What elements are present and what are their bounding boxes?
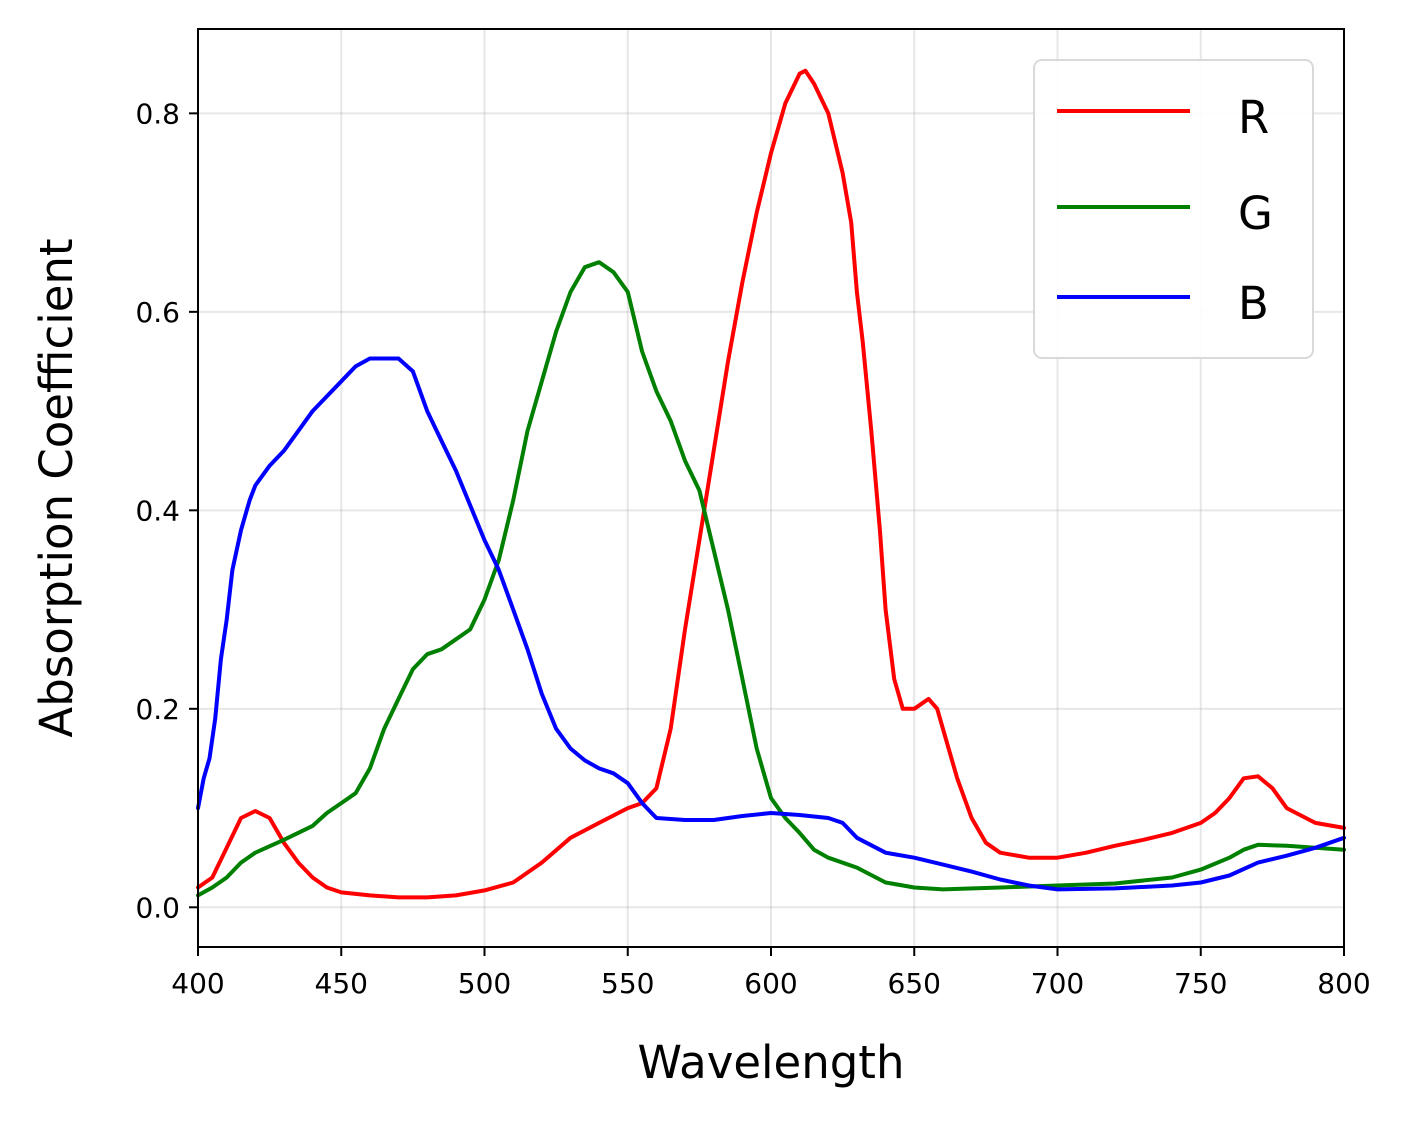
legend-label-r: R <box>1238 91 1269 144</box>
y-axis-label: Absorption Coefficient <box>30 238 83 737</box>
y-tick-label-1: 0.2 <box>135 693 180 726</box>
series-line-b <box>196 356 1346 892</box>
legend-label-b: B <box>1238 277 1269 330</box>
x-tick-label-1: 450 <box>315 967 368 1000</box>
legend: R G B <box>1033 59 1314 359</box>
x-tick-label-2: 500 <box>458 967 511 1000</box>
y-tick-label-4: 0.8 <box>135 97 180 130</box>
legend-label-g: G <box>1238 187 1273 240</box>
y-tick-label-0: 0.0 <box>135 891 180 924</box>
x-tick-label-6: 700 <box>1031 967 1084 1000</box>
x-tick-label-4: 600 <box>744 967 797 1000</box>
x-tick-label-7: 750 <box>1174 967 1227 1000</box>
series-line-r <box>196 68 1346 900</box>
x-tick-label-3: 550 <box>601 967 654 1000</box>
y-tick-label-3: 0.6 <box>135 296 180 329</box>
x-axis-label: Wavelength <box>638 1036 905 1089</box>
ticks: 400 450 500 550 600 650 700 750 800 0.0 0.2 0.4 0.6 0… <box>135 97 1370 1000</box>
x-tick-label-8: 800 <box>1317 967 1370 1000</box>
x-tick-label-5: 650 <box>888 967 941 1000</box>
series-group <box>196 68 1346 900</box>
y-tick-label-2: 0.4 <box>135 494 180 527</box>
x-tick-label-0: 400 <box>171 967 224 1000</box>
